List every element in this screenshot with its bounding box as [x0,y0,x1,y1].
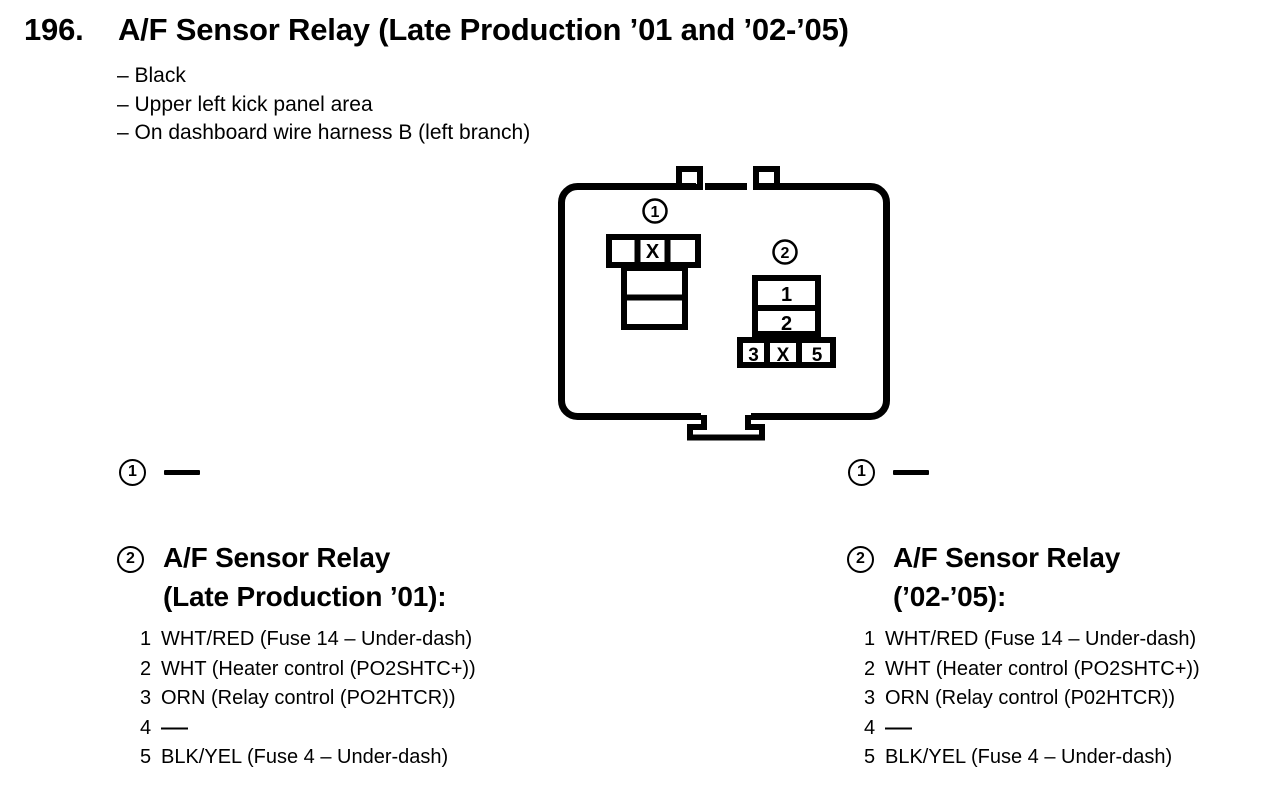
pin-description: ORN (Relay control (PO2HTCR)) [161,687,456,709]
pin-number: 4 [864,716,876,739]
connector2-pin5: 5 [812,345,823,366]
bottom-clip-icon [687,415,765,441]
left-callout1-dash [164,470,200,475]
page-title: 196. A/F Sensor Relay (Late Production ’… [24,12,849,48]
left-pin-list: 1 WHT/RED (Fuse 14 – Under-dash) 2 WHT (He… [140,625,476,773]
right-callout-1: 1 [848,459,929,486]
note-location: – Upper left kick panel area [117,92,373,116]
pin-row: 5 BLK/YEL (Fuse 4 – Under-dash) [140,743,476,773]
pin-row: 4— [864,714,1200,744]
pin-number: 2 [864,657,876,680]
relay-housing-outline [558,183,890,420]
pin-number: 3 [864,687,876,709]
connector2-bottom-row [737,337,836,368]
pin-description: WHT/RED (Fuse 14 – Under-dash) [885,628,1197,650]
item-title: A/F Sensor Relay (Late Production ’01 an… [118,12,849,47]
pin-row: 1 WHT/RED (Fuse 14 – Under-dash) [140,625,476,655]
right-section-title: A/F Sensor Relay (’02-’05): [893,538,1120,616]
left-section-title: A/F Sensor Relay (Late Production ’01): [163,538,447,616]
connector2-callout-num: 2 [781,245,790,262]
right-callout1-circle: 1 [848,459,875,486]
connector2-callout-circle [772,239,798,265]
top-clip-left-icon [676,166,703,190]
pin-number: 1 [140,628,152,650]
pin-number: 4 [140,716,152,739]
pin-row: 4— [140,714,476,744]
pin-description: ORN (Relay control (P02HTCR)) [885,687,1176,709]
connector1-callout-num: 1 [651,204,660,221]
right-callout2-circle: 2 [847,546,874,573]
right-section-title-line2: (’02-’05): [893,581,1007,612]
pin-row: 3 ORN (Relay control (PO2HTCR)) [140,684,476,714]
pin-row: 2 WHT (Heater control (PO2SHTC+)) [140,655,476,685]
connector1-cell-x: X [646,241,660,263]
pin-description: — [885,716,912,739]
right-callout1-dash [893,470,929,475]
left-callout2-circle: 2 [117,546,144,573]
relay-diagram: 1 X 2 1 2 3 X 5 [558,166,890,441]
right-pin-list: 1 WHT/RED (Fuse 14 – Under-dash) 2 WHT (He… [864,625,1200,773]
left-callout-1: 1 [119,459,200,486]
pin-row: 3 ORN (Relay control (P02HTCR)) [864,684,1200,714]
connector2-pin1: 1 [781,284,792,306]
top-clip-right-icon [753,166,780,190]
pin-number: 1 [864,628,876,650]
pin-row: 5 BLK/YEL (Fuse 4 – Under-dash) [864,743,1200,773]
pin-description: WHT/RED (Fuse 14 – Under-dash) [161,628,473,650]
left-callout1-circle: 1 [119,459,146,486]
pin-description: WHT (Heater control (PO2SHTC+)) [885,657,1200,680]
item-number: 196. [24,12,84,47]
connector2-pin2: 2 [781,313,792,335]
pin-number: 5 [140,746,152,768]
pin-number: 5 [864,746,876,768]
right-section-title-line1: A/F Sensor Relay [893,542,1121,573]
pin-description: BLK/YEL (Fuse 4 – Under-dash) [885,746,1173,768]
left-section-header: 2 [117,543,144,573]
note-color: – Black [117,64,186,87]
pin-description: — [161,716,188,739]
right-section-header: 2 [847,543,874,573]
note-harness: – On dashboard wire harness B (left bran… [117,121,531,144]
pin-number: 2 [140,657,152,680]
left-section-title-line1: A/F Sensor Relay [163,542,391,573]
clip-gap-right [747,182,756,192]
pin-row: 2 WHT (Heater control (PO2SHTC+)) [864,655,1200,685]
location-notes: – Black – Upper left kick panel area – O… [117,62,530,148]
pin-description: BLK/YEL (Fuse 4 – Under-dash) [161,746,449,768]
clip-gap-bottom [701,411,751,421]
pin-row: 1 WHT/RED (Fuse 14 – Under-dash) [864,625,1200,655]
left-section-title-line2: (Late Production ’01): [163,581,447,612]
pin-number: 3 [140,687,152,709]
connector1-callout-circle [642,198,668,224]
connector2-pin3: 3 [748,345,759,366]
connector2-pinX: X [777,345,790,366]
pin-description: WHT (Heater control (PO2SHTC+)) [161,657,476,680]
